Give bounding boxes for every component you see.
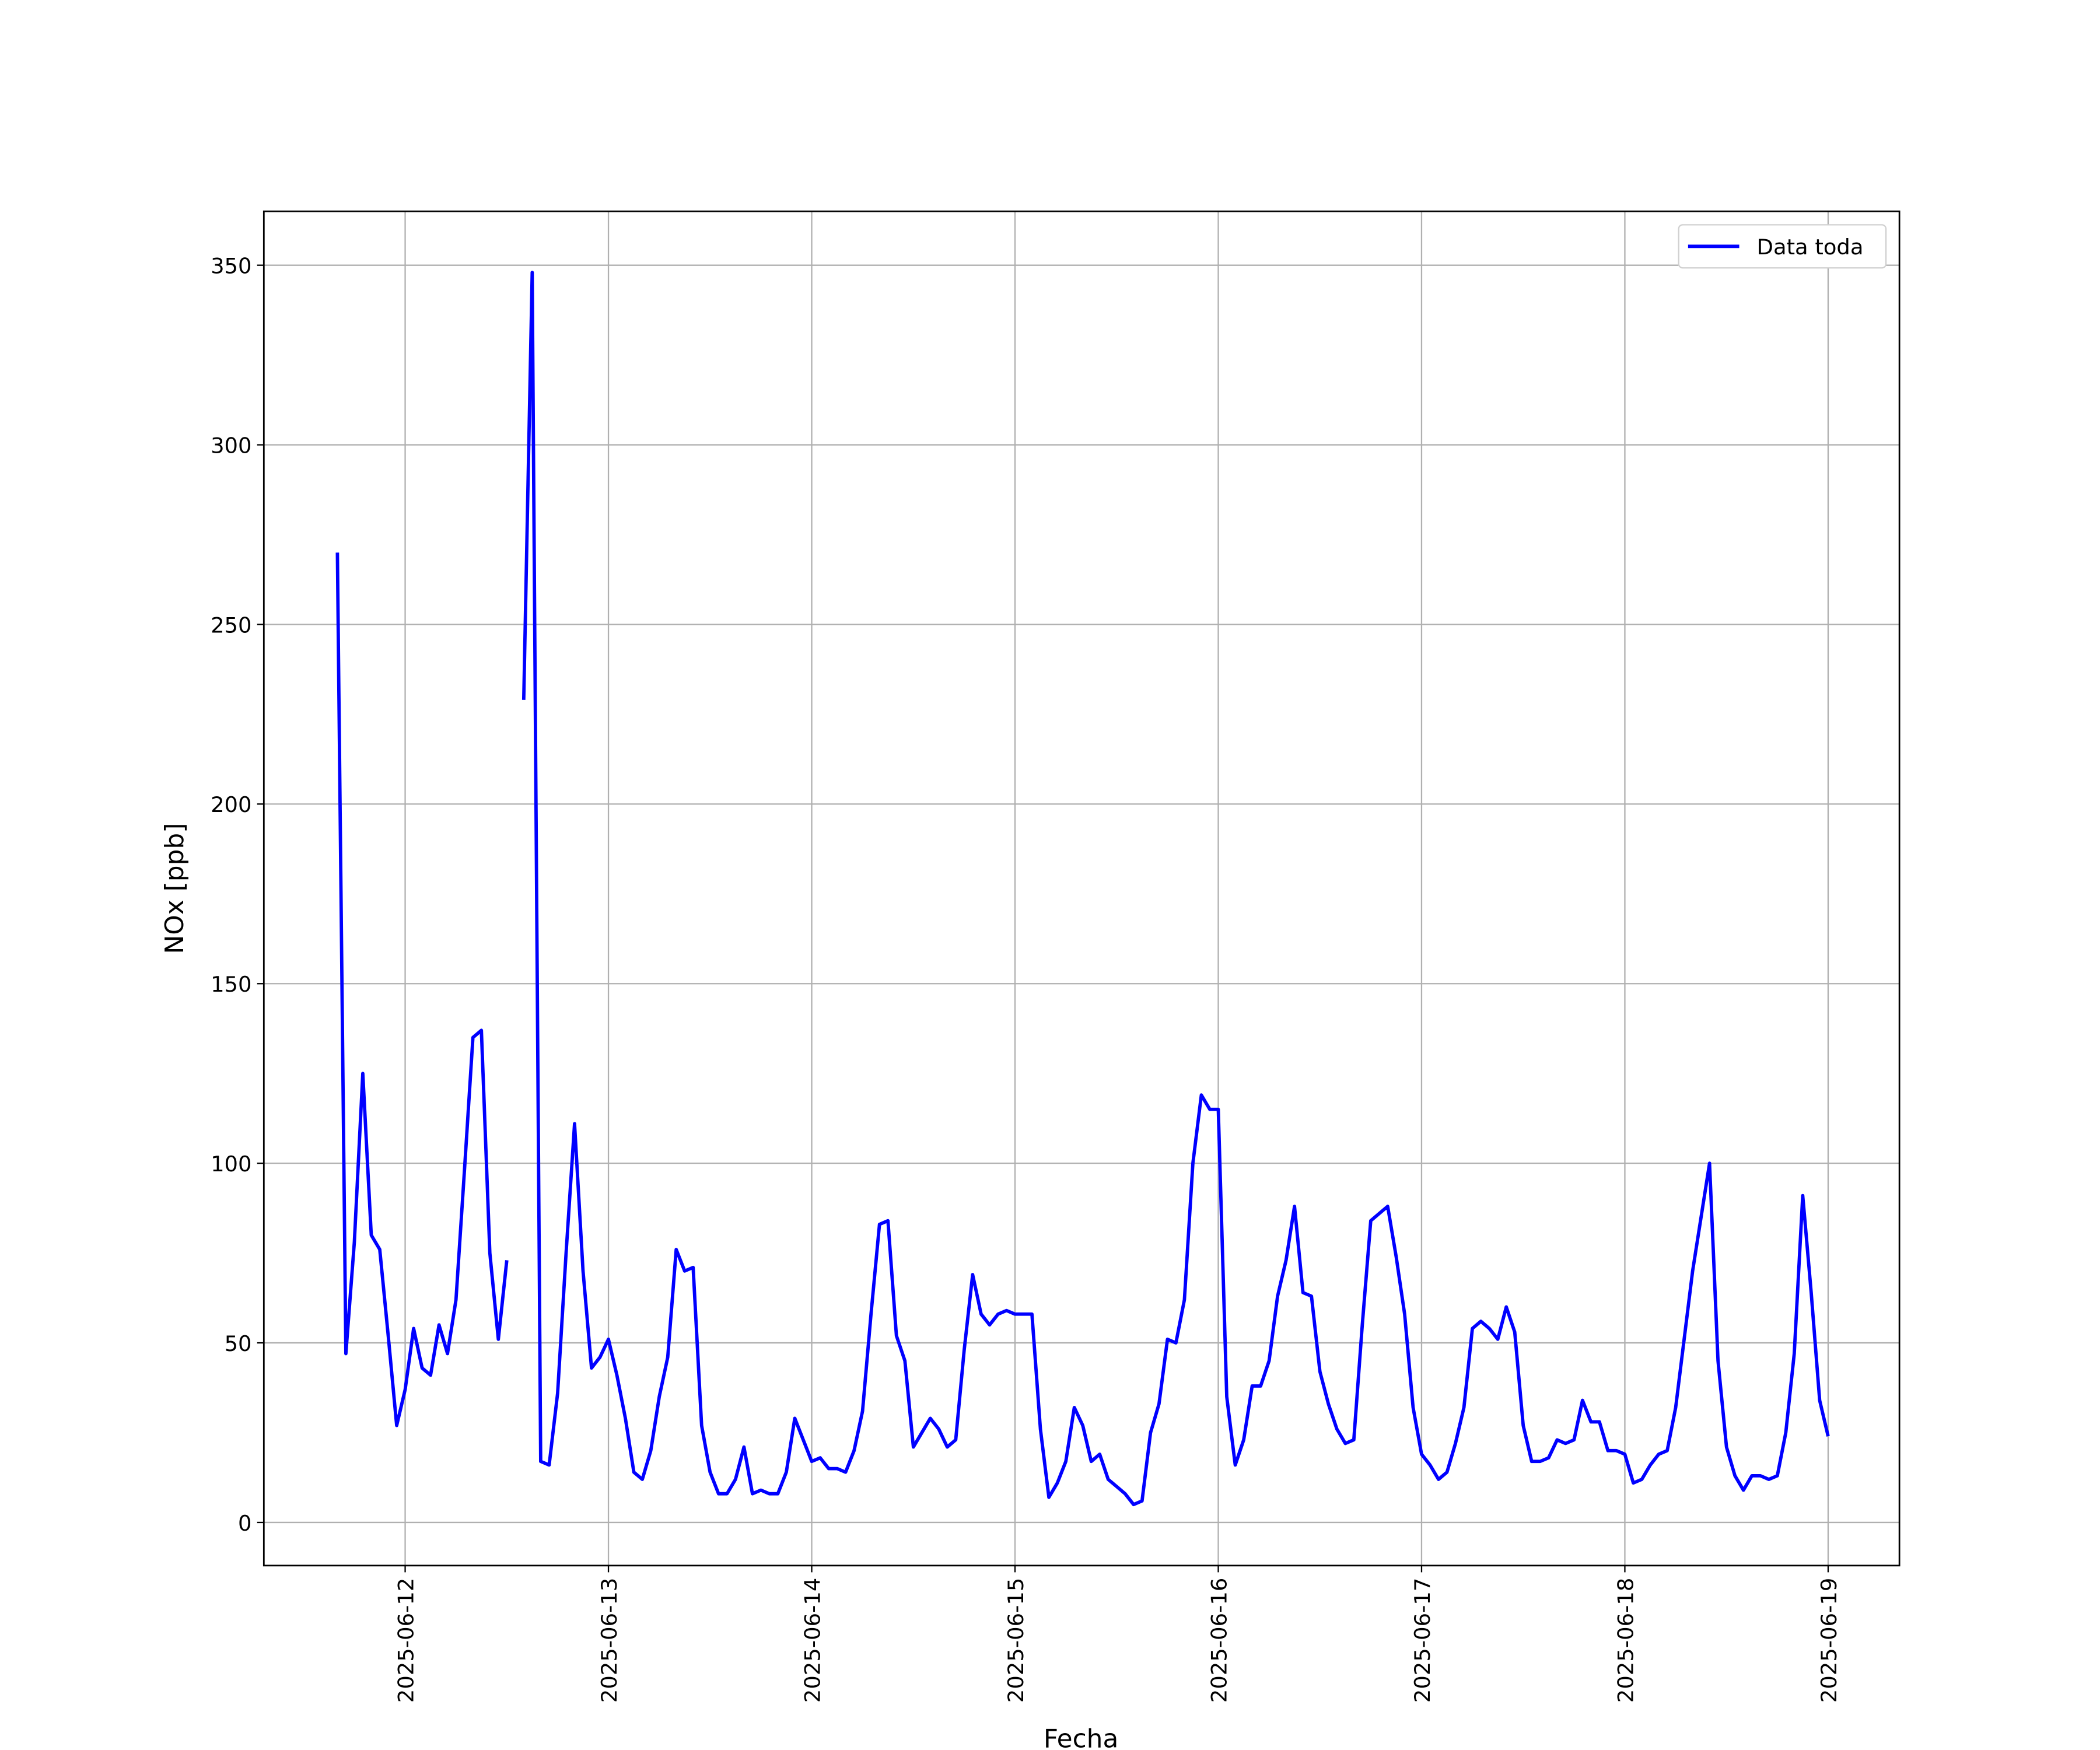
x-tick-label: 2025-06-15: [1003, 1578, 1028, 1703]
axes-frame: [262, 210, 1901, 1567]
y-tick-label: 250: [211, 612, 251, 638]
y-tick-label: 300: [211, 433, 251, 458]
x-tick-label: 2025-06-18: [1613, 1578, 1638, 1703]
y-tick-label: 100: [211, 1152, 251, 1177]
y-tick-label: 50: [225, 1331, 252, 1356]
y-axis-label: NOx [ppb]: [160, 823, 190, 954]
y-tick-label: 0: [238, 1511, 251, 1536]
legend-label: Data toda: [1757, 235, 1864, 260]
x-tick-label: 2025-06-19: [1817, 1578, 1842, 1703]
x-axis-label: Fecha: [1044, 1724, 1119, 1750]
data-line: [335, 271, 1830, 1507]
y-tick-label: 150: [211, 972, 251, 997]
y-tick-label: 350: [211, 254, 251, 279]
x-tick-label: 2025-06-13: [597, 1578, 622, 1703]
x-tick-label: 2025-06-12: [393, 1578, 418, 1703]
x-tick-label: 2025-06-16: [1206, 1578, 1231, 1703]
x-tick-label: 2025-06-17: [1410, 1578, 1435, 1703]
y-tick-label: 200: [211, 792, 251, 817]
legend-box: [1678, 224, 1887, 269]
x-tick-label: 2025-06-14: [800, 1578, 825, 1703]
